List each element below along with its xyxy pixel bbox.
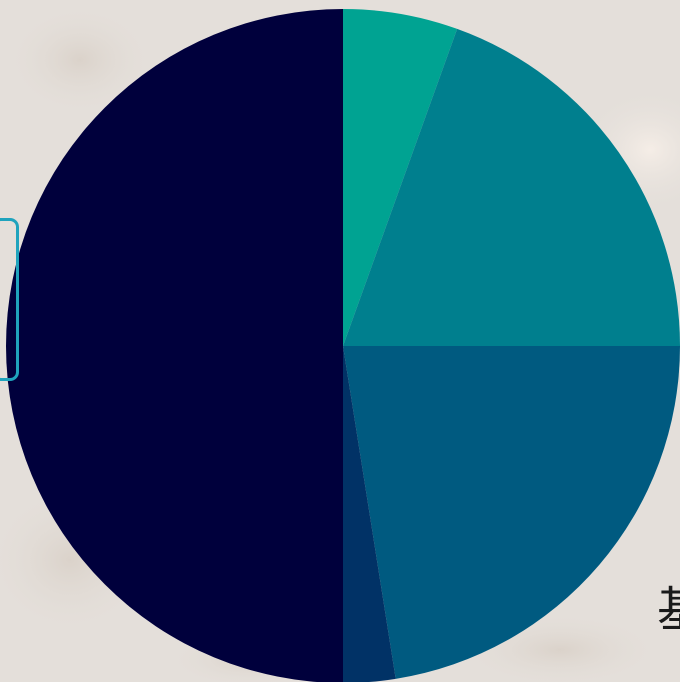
pie-slice-1	[343, 9, 458, 346]
pie-slice-5	[6, 9, 343, 682]
pie-slice-2	[343, 28, 680, 346]
pie-slice-3	[343, 346, 680, 679]
edge-frame-decoration	[0, 218, 19, 381]
clipped-text: 基	[657, 586, 680, 634]
pie-slice-4	[343, 346, 396, 682]
